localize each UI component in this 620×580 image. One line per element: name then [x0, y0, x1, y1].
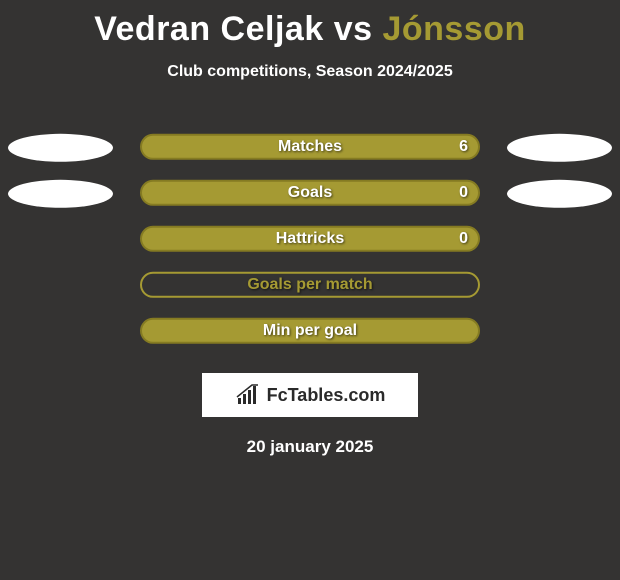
stat-value-right: 0: [459, 230, 468, 248]
stat-value-right: 0: [459, 184, 468, 202]
chart-icon: [235, 384, 261, 406]
stat-bar: Matches 6: [140, 134, 480, 160]
comparison-card: Vedran Celjak vs Jónsson Club competitio…: [0, 0, 620, 580]
stat-label: Goals per match: [247, 276, 372, 294]
player1-name: Vedran Celjak: [94, 10, 324, 48]
stat-label: Hattricks: [276, 230, 344, 248]
stat-label: Min per goal: [263, 322, 357, 340]
stat-label: Matches: [278, 138, 342, 156]
stat-rows: Matches 6 Goals 0 Hattricks 0 Goals per match M…: [0, 129, 620, 359]
player2-name: Jónsson: [382, 10, 525, 48]
left-ellipse: [8, 134, 113, 162]
vs-text: vs: [334, 10, 373, 48]
logo: FcTables.com: [235, 384, 386, 406]
stat-bar: Min per goal: [140, 318, 480, 344]
stat-bar: Goals per match: [140, 272, 480, 298]
stat-row: Hattricks 0: [0, 221, 620, 267]
stat-label: Goals: [288, 184, 332, 202]
stat-row: Goals 0: [0, 175, 620, 221]
right-ellipse: [507, 134, 612, 162]
stat-bar: Goals 0: [140, 180, 480, 206]
subtitle: Club competitions, Season 2024/2025: [0, 63, 620, 81]
left-ellipse: [8, 180, 113, 208]
logo-text: FcTables.com: [267, 385, 386, 406]
date-text: 20 january 2025: [0, 437, 620, 457]
logo-box: FcTables.com: [202, 373, 418, 417]
page-title: Vedran Celjak vs Jónsson: [0, 0, 620, 49]
right-ellipse: [507, 180, 612, 208]
stat-row: Goals per match: [0, 267, 620, 313]
stat-bar: Hattricks 0: [140, 226, 480, 252]
stat-row: Min per goal: [0, 313, 620, 359]
stat-value-right: 6: [459, 138, 468, 156]
stat-row: Matches 6: [0, 129, 620, 175]
